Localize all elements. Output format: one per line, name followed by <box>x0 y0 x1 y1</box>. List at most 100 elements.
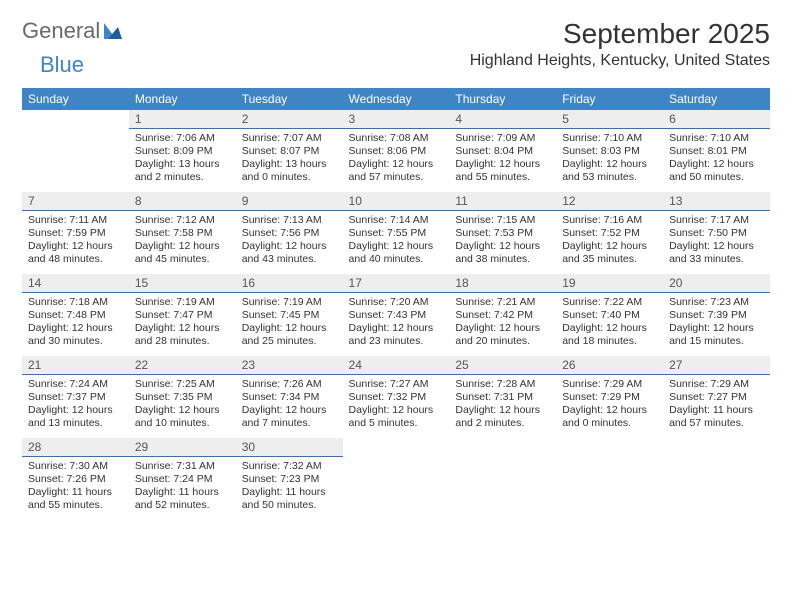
sunset-line: Sunset: 7:55 PM <box>349 227 444 240</box>
empty-cell <box>556 438 663 520</box>
day-details: Sunrise: 7:10 AMSunset: 8:01 PMDaylight:… <box>663 129 770 187</box>
calendar-cell: 21Sunrise: 7:24 AMSunset: 7:37 PMDayligh… <box>22 356 129 438</box>
daylight-line: Daylight: 12 hours and 45 minutes. <box>135 240 230 266</box>
sunrise-line: Sunrise: 7:24 AM <box>28 378 123 391</box>
sunrise-line: Sunrise: 7:19 AM <box>135 296 230 309</box>
sunrise-line: Sunrise: 7:21 AM <box>455 296 550 309</box>
day-number: 11 <box>449 192 556 211</box>
day-number: 21 <box>22 356 129 375</box>
day-number: 6 <box>663 110 770 129</box>
sunset-line: Sunset: 7:39 PM <box>669 309 764 322</box>
calendar-cell: 6Sunrise: 7:10 AMSunset: 8:01 PMDaylight… <box>663 110 770 192</box>
day-number: 30 <box>236 438 343 457</box>
day-details: Sunrise: 7:29 AMSunset: 7:27 PMDaylight:… <box>663 375 770 433</box>
day-details: Sunrise: 7:23 AMSunset: 7:39 PMDaylight:… <box>663 293 770 351</box>
sunrise-line: Sunrise: 7:20 AM <box>349 296 444 309</box>
daylight-line: Daylight: 11 hours and 52 minutes. <box>135 486 230 512</box>
daylight-line: Daylight: 11 hours and 50 minutes. <box>242 486 337 512</box>
day-details: Sunrise: 7:18 AMSunset: 7:48 PMDaylight:… <box>22 293 129 351</box>
calendar-week-row: 14Sunrise: 7:18 AMSunset: 7:48 PMDayligh… <box>22 274 770 356</box>
day-details: Sunrise: 7:06 AMSunset: 8:09 PMDaylight:… <box>129 129 236 187</box>
day-number: 13 <box>663 192 770 211</box>
day-number: 25 <box>449 356 556 375</box>
calendar-cell: 28Sunrise: 7:30 AMSunset: 7:26 PMDayligh… <box>22 438 129 520</box>
calendar-cell <box>22 110 129 192</box>
empty-cell <box>449 438 556 520</box>
calendar-cell: 11Sunrise: 7:15 AMSunset: 7:53 PMDayligh… <box>449 192 556 274</box>
calendar-week-row: 1Sunrise: 7:06 AMSunset: 8:09 PMDaylight… <box>22 110 770 192</box>
day-details: Sunrise: 7:14 AMSunset: 7:55 PMDaylight:… <box>343 211 450 269</box>
day-details: Sunrise: 7:25 AMSunset: 7:35 PMDaylight:… <box>129 375 236 433</box>
calendar-cell: 17Sunrise: 7:20 AMSunset: 7:43 PMDayligh… <box>343 274 450 356</box>
day-details: Sunrise: 7:13 AMSunset: 7:56 PMDaylight:… <box>236 211 343 269</box>
daylight-line: Daylight: 12 hours and 55 minutes. <box>455 158 550 184</box>
calendar-week-row: 7Sunrise: 7:11 AMSunset: 7:59 PMDaylight… <box>22 192 770 274</box>
sunrise-line: Sunrise: 7:14 AM <box>349 214 444 227</box>
sunset-line: Sunset: 7:59 PM <box>28 227 123 240</box>
calendar-cell: 24Sunrise: 7:27 AMSunset: 7:32 PMDayligh… <box>343 356 450 438</box>
daylight-line: Daylight: 12 hours and 20 minutes. <box>455 322 550 348</box>
sunset-line: Sunset: 7:43 PM <box>349 309 444 322</box>
sunrise-line: Sunrise: 7:18 AM <box>28 296 123 309</box>
daylight-line: Daylight: 13 hours and 0 minutes. <box>242 158 337 184</box>
sunrise-line: Sunrise: 7:25 AM <box>135 378 230 391</box>
day-number: 28 <box>22 438 129 457</box>
location-subtitle: Highland Heights, Kentucky, United State… <box>470 52 770 70</box>
calendar-cell: 22Sunrise: 7:25 AMSunset: 7:35 PMDayligh… <box>129 356 236 438</box>
calendar-cell: 12Sunrise: 7:16 AMSunset: 7:52 PMDayligh… <box>556 192 663 274</box>
day-number: 1 <box>129 110 236 129</box>
sunrise-line: Sunrise: 7:13 AM <box>242 214 337 227</box>
daylight-line: Daylight: 12 hours and 0 minutes. <box>562 404 657 430</box>
daylight-line: Daylight: 12 hours and 50 minutes. <box>669 158 764 184</box>
day-number: 20 <box>663 274 770 293</box>
sunset-line: Sunset: 7:56 PM <box>242 227 337 240</box>
weekday-header-monday: Monday <box>129 88 236 110</box>
sunrise-line: Sunrise: 7:09 AM <box>455 132 550 145</box>
calendar-cell: 5Sunrise: 7:10 AMSunset: 8:03 PMDaylight… <box>556 110 663 192</box>
sunrise-line: Sunrise: 7:06 AM <box>135 132 230 145</box>
sunset-line: Sunset: 8:04 PM <box>455 145 550 158</box>
sunset-line: Sunset: 7:26 PM <box>28 473 123 486</box>
sunset-line: Sunset: 7:58 PM <box>135 227 230 240</box>
day-details: Sunrise: 7:09 AMSunset: 8:04 PMDaylight:… <box>449 129 556 187</box>
weekday-header-thursday: Thursday <box>449 88 556 110</box>
sunset-line: Sunset: 7:45 PM <box>242 309 337 322</box>
calendar-cell: 13Sunrise: 7:17 AMSunset: 7:50 PMDayligh… <box>663 192 770 274</box>
calendar-cell: 30Sunrise: 7:32 AMSunset: 7:23 PMDayligh… <box>236 438 343 520</box>
day-details: Sunrise: 7:20 AMSunset: 7:43 PMDaylight:… <box>343 293 450 351</box>
daylight-line: Daylight: 12 hours and 48 minutes. <box>28 240 123 266</box>
calendar-cell: 3Sunrise: 7:08 AMSunset: 8:06 PMDaylight… <box>343 110 450 192</box>
weekday-header-friday: Friday <box>556 88 663 110</box>
sunrise-line: Sunrise: 7:19 AM <box>242 296 337 309</box>
sunrise-line: Sunrise: 7:17 AM <box>669 214 764 227</box>
sunrise-line: Sunrise: 7:16 AM <box>562 214 657 227</box>
day-number: 29 <box>129 438 236 457</box>
calendar-table: SundayMondayTuesdayWednesdayThursdayFrid… <box>22 88 770 520</box>
day-number: 10 <box>343 192 450 211</box>
day-details: Sunrise: 7:24 AMSunset: 7:37 PMDaylight:… <box>22 375 129 433</box>
sunset-line: Sunset: 7:35 PM <box>135 391 230 404</box>
day-number: 9 <box>236 192 343 211</box>
day-number: 16 <box>236 274 343 293</box>
daylight-line: Daylight: 12 hours and 53 minutes. <box>562 158 657 184</box>
empty-cell <box>663 438 770 520</box>
brand-logo: General <box>22 18 124 44</box>
calendar-body: 1Sunrise: 7:06 AMSunset: 8:09 PMDaylight… <box>22 110 770 520</box>
sunrise-line: Sunrise: 7:10 AM <box>562 132 657 145</box>
sail-icon <box>102 21 124 41</box>
sunset-line: Sunset: 7:48 PM <box>28 309 123 322</box>
weekday-header-sunday: Sunday <box>22 88 129 110</box>
daylight-line: Daylight: 12 hours and 40 minutes. <box>349 240 444 266</box>
day-details: Sunrise: 7:19 AMSunset: 7:45 PMDaylight:… <box>236 293 343 351</box>
sunrise-line: Sunrise: 7:27 AM <box>349 378 444 391</box>
day-details: Sunrise: 7:19 AMSunset: 7:47 PMDaylight:… <box>129 293 236 351</box>
calendar-weekday-header: SundayMondayTuesdayWednesdayThursdayFrid… <box>22 88 770 110</box>
daylight-line: Daylight: 12 hours and 43 minutes. <box>242 240 337 266</box>
day-details: Sunrise: 7:17 AMSunset: 7:50 PMDaylight:… <box>663 211 770 269</box>
calendar-cell: 26Sunrise: 7:29 AMSunset: 7:29 PMDayligh… <box>556 356 663 438</box>
daylight-line: Daylight: 12 hours and 33 minutes. <box>669 240 764 266</box>
calendar-cell <box>449 438 556 520</box>
sunset-line: Sunset: 7:42 PM <box>455 309 550 322</box>
sunset-line: Sunset: 7:24 PM <box>135 473 230 486</box>
day-details: Sunrise: 7:21 AMSunset: 7:42 PMDaylight:… <box>449 293 556 351</box>
